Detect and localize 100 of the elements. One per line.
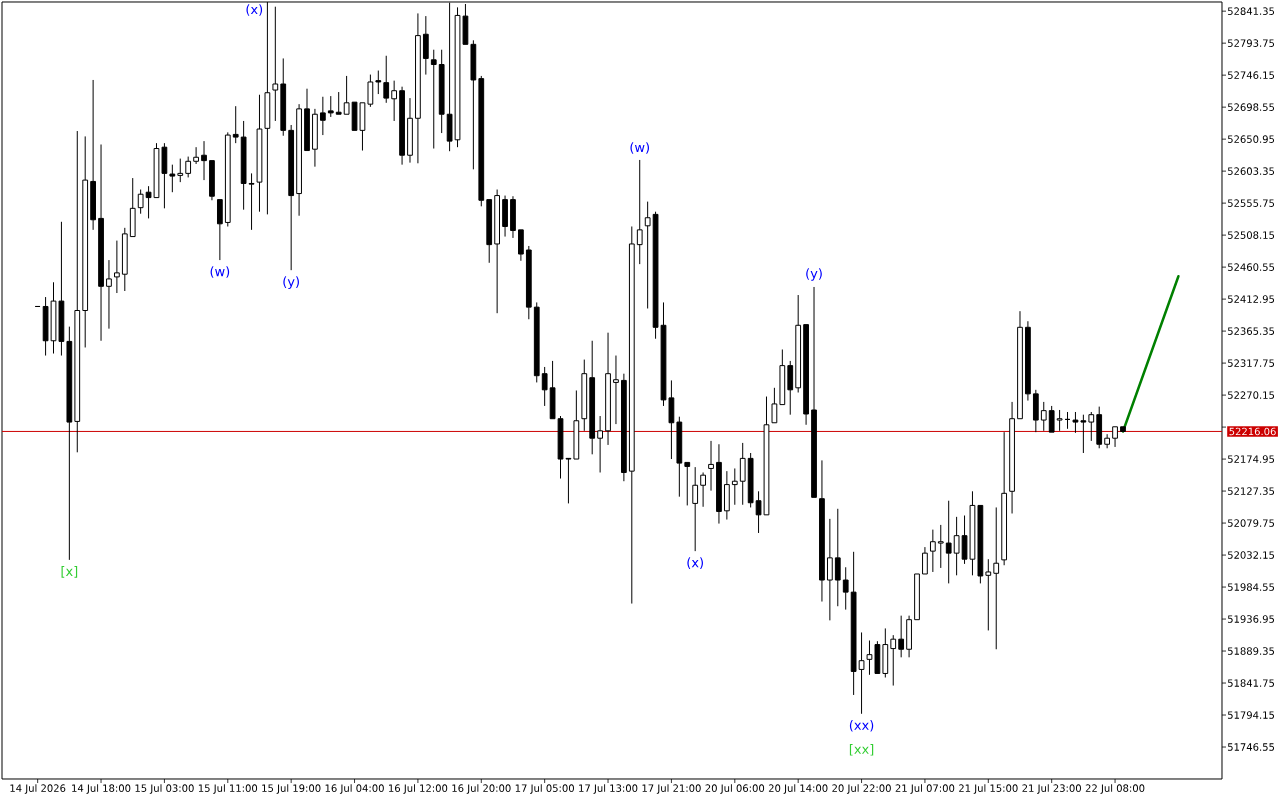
y-tick-label: 52317.75	[1227, 359, 1275, 367]
annotation: [xx]	[849, 743, 874, 756]
x-tick-label: 22 Jul 08:00	[1085, 784, 1145, 794]
annotation: (w)	[210, 266, 230, 278]
x-tick-label: 14 Jul 18:00	[72, 784, 131, 794]
y-tick-label: 51794.15	[1227, 711, 1275, 719]
candlestick	[850, 551, 857, 696]
candlestick	[510, 195, 516, 239]
candlestick	[692, 466, 699, 552]
x-tick-label: 16 Jul 12:00	[389, 784, 448, 794]
candlestick	[288, 124, 295, 271]
candlestick	[541, 366, 548, 407]
x-tick-label: 15 Jul 19:00	[262, 784, 321, 794]
y-tick-label: 52698.55	[1227, 103, 1275, 111]
candlestick	[90, 79, 96, 231]
x-tick-label: 20 Jul 22:00	[832, 784, 891, 794]
x-tick-label: 21 Jul 07:00	[895, 784, 955, 794]
y-tick-label: 52603.35	[1227, 167, 1275, 175]
candlestick	[1120, 426, 1126, 432]
candlestick	[280, 57, 287, 137]
candlestick	[383, 55, 390, 104]
candlestick	[636, 159, 643, 265]
candlestick	[240, 120, 247, 211]
candlestick	[375, 70, 382, 95]
candlestick	[470, 39, 477, 170]
candlestick	[771, 387, 778, 424]
candlestick	[391, 80, 398, 122]
annotation: (x)	[246, 4, 263, 16]
candlestick	[312, 108, 318, 168]
candlestick	[114, 240, 120, 294]
y-tick-label: 51936.95	[1227, 615, 1275, 623]
candlestick	[985, 558, 992, 631]
candlestick	[731, 467, 738, 506]
candlestick	[882, 627, 889, 678]
y-tick-label: 52365.35	[1227, 327, 1275, 335]
candlestick	[415, 12, 421, 164]
candlestick	[581, 359, 588, 432]
candlestick	[248, 172, 255, 231]
candlestick	[296, 103, 302, 217]
candlestick	[1072, 411, 1079, 434]
y-tick-label: 52841.35	[1227, 7, 1275, 15]
candlestick	[224, 131, 231, 227]
candlestick	[597, 415, 603, 473]
x-tick-label: 17 Jul 05:00	[515, 784, 574, 794]
candlestick	[866, 640, 873, 676]
candlestick	[811, 286, 817, 498]
x-tick-label: 20 Jul 06:00	[705, 784, 765, 794]
y-tick-label: 52174.95	[1227, 455, 1275, 463]
y-tick-label: 52032.15	[1227, 551, 1275, 559]
candlestick	[209, 160, 215, 201]
candlestick	[422, 15, 429, 76]
candlestick	[478, 75, 485, 207]
candlestick	[169, 164, 176, 193]
candlestick	[66, 326, 73, 561]
y-tick-label: 52079.75	[1227, 519, 1275, 527]
candlestick	[890, 634, 897, 687]
candlestick	[613, 355, 619, 425]
y-tick-label: 52793.75	[1227, 39, 1275, 47]
candlestick	[922, 546, 928, 575]
y-tick-label: 52746.15	[1227, 71, 1275, 79]
x-tick-label: 16 Jul 04:00	[325, 784, 384, 794]
candlestick	[834, 508, 841, 607]
candlestick	[929, 529, 936, 573]
x-tick-label: 15 Jul 11:00	[198, 784, 258, 794]
candlestick	[438, 49, 445, 134]
candlestick	[1080, 414, 1087, 454]
candlestick	[724, 470, 730, 521]
candlestick	[1032, 389, 1039, 433]
candlestick	[1009, 401, 1015, 514]
candlestick	[676, 416, 683, 498]
candlestick	[1056, 409, 1063, 432]
candlestick	[795, 294, 802, 394]
candlestick	[177, 158, 184, 183]
candlestick	[129, 177, 136, 238]
annotation: (w)	[630, 142, 649, 154]
candlestick	[1025, 320, 1031, 402]
candlestick	[993, 506, 1000, 650]
y-tick-label: 52508.15	[1227, 231, 1275, 239]
candlestick	[621, 373, 627, 482]
candlestick	[977, 504, 984, 584]
annotation: (y)	[806, 268, 822, 281]
candlestick	[803, 324, 809, 426]
candlestick	[858, 631, 865, 715]
candlestick	[304, 88, 310, 152]
y-tick-label: 51841.75	[1227, 679, 1275, 687]
candlestick	[327, 95, 334, 118]
y-tick-label: 51889.35	[1227, 647, 1275, 655]
candlestick	[430, 49, 437, 150]
y-tick-label: 52650.95	[1227, 135, 1275, 143]
candlestick	[937, 524, 944, 569]
x-tick-label: 21 Jul 15:00	[959, 784, 1018, 794]
candlestick	[1040, 401, 1047, 432]
candlestick	[343, 75, 350, 115]
candlestick	[216, 199, 223, 261]
candlestick	[98, 143, 104, 342]
candlestick	[1096, 406, 1103, 449]
y-tick-label: 52270.15	[1227, 391, 1275, 399]
candlestick	[628, 225, 635, 605]
y-tick-label: 52412.95	[1227, 295, 1275, 303]
candlestick	[193, 146, 199, 165]
